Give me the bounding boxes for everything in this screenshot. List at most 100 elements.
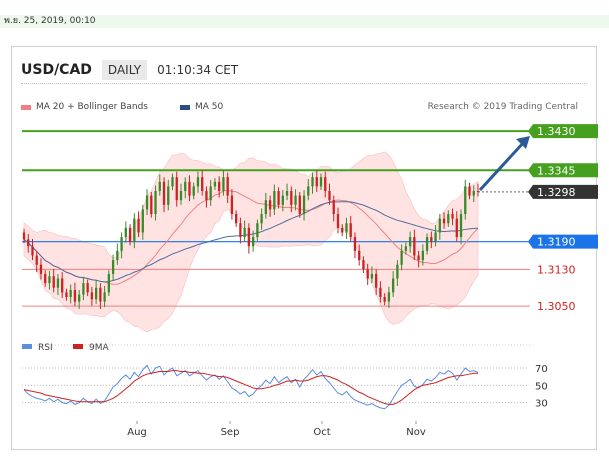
candle-body bbox=[239, 223, 242, 238]
candle-body bbox=[184, 181, 187, 192]
level-tag-bg bbox=[528, 124, 598, 139]
top-bar: พ.ย. 25, 2019, 00:10 bbox=[0, 0, 609, 28]
candle-body bbox=[192, 186, 195, 196]
candle-body bbox=[145, 195, 149, 210]
candle-body bbox=[226, 177, 229, 196]
candle-body bbox=[341, 227, 344, 233]
candle-body bbox=[434, 232, 437, 242]
candle-body bbox=[256, 223, 259, 238]
candle-body bbox=[383, 296, 386, 302]
candle-body bbox=[116, 250, 119, 261]
candle-body bbox=[315, 177, 318, 187]
candle-body bbox=[336, 214, 340, 228]
level-tag-1.3430: 1.3430 bbox=[528, 124, 598, 139]
candle-body bbox=[251, 237, 255, 247]
candle-body bbox=[69, 290, 72, 297]
candle-body bbox=[243, 227, 246, 238]
candle-body bbox=[73, 290, 77, 302]
candle-body bbox=[413, 237, 416, 256]
candle-body bbox=[90, 292, 94, 300]
candle-body bbox=[99, 287, 102, 302]
rsi-tick-70: 70 bbox=[535, 364, 548, 375]
candle-body bbox=[56, 278, 60, 288]
candle-body bbox=[162, 181, 166, 205]
candle-body bbox=[319, 177, 323, 187]
candle-body bbox=[290, 191, 293, 205]
candle-body bbox=[425, 237, 429, 251]
candle-body bbox=[273, 191, 276, 210]
candle-body bbox=[111, 260, 115, 274]
candle-body bbox=[451, 214, 454, 219]
chart-header: USD/CAD DAILY 01:10:34 CET bbox=[21, 57, 238, 83]
candle-body bbox=[141, 209, 144, 233]
candle-body bbox=[455, 218, 458, 238]
candle-body bbox=[366, 269, 369, 279]
candle-body bbox=[476, 191, 480, 193]
rsi-tick-30: 30 bbox=[535, 399, 548, 410]
ma50-legend-label: MA 50 bbox=[195, 102, 224, 112]
candle-body bbox=[205, 191, 208, 201]
candle-body bbox=[196, 177, 200, 187]
candle-body bbox=[400, 250, 403, 265]
candles bbox=[22, 169, 480, 309]
date-stamp: พ.ย. 25, 2019, 00:10 bbox=[4, 16, 96, 26]
candle-body bbox=[307, 186, 310, 196]
candle-body bbox=[31, 246, 34, 256]
candle-body bbox=[260, 214, 263, 224]
candle-body bbox=[158, 181, 161, 192]
candle-body bbox=[154, 191, 157, 215]
candle-body bbox=[324, 177, 327, 192]
candle-body bbox=[35, 255, 38, 265]
candle-body bbox=[234, 214, 238, 224]
forecast-arrow-head bbox=[516, 136, 530, 149]
candle-body bbox=[294, 195, 297, 205]
level-label: 1.3298 bbox=[537, 186, 576, 199]
candle-body bbox=[408, 237, 412, 247]
candle-body bbox=[311, 177, 314, 187]
level-label: 1.3345 bbox=[537, 164, 576, 177]
candle-body bbox=[61, 278, 64, 293]
candle-body bbox=[94, 287, 98, 300]
x-label-Nov: Nov bbox=[406, 427, 426, 438]
candle-body bbox=[188, 181, 191, 196]
candle-body bbox=[358, 250, 361, 261]
level-tag-1.3298: 1.3298 bbox=[528, 184, 598, 199]
candle-body bbox=[332, 200, 335, 215]
candle-body bbox=[128, 227, 132, 242]
candle-body bbox=[285, 191, 289, 196]
candle-body bbox=[391, 278, 395, 293]
legend-ma50: MA 50 bbox=[180, 102, 223, 112]
candle-body bbox=[175, 177, 178, 201]
level-tag-bg bbox=[528, 184, 598, 199]
candle-body bbox=[27, 239, 30, 247]
level-label: 1.3430 bbox=[537, 125, 576, 138]
ma9-legend-label: 9MA bbox=[89, 343, 109, 353]
rsi-line bbox=[23, 364, 479, 410]
candle-body bbox=[52, 276, 55, 288]
candle-body bbox=[179, 191, 183, 201]
candle-body bbox=[39, 264, 43, 274]
candle-body bbox=[417, 255, 420, 261]
x-label-Oct: Oct bbox=[313, 427, 330, 438]
candle-body bbox=[171, 177, 174, 187]
legend-ma20: MA 20 + Bollinger Bands bbox=[21, 102, 148, 112]
candle-body bbox=[78, 294, 81, 302]
rsi-swatch bbox=[22, 344, 32, 349]
timeframe-badge[interactable]: DAILY bbox=[101, 60, 148, 80]
candle-body bbox=[137, 218, 140, 233]
candle-body bbox=[468, 186, 471, 196]
candle-body bbox=[247, 227, 251, 247]
symbol-label: USD/CAD bbox=[21, 62, 92, 78]
research-credit: Research © 2019 Trading Central bbox=[427, 102, 578, 112]
candle-body bbox=[396, 264, 399, 279]
bollinger-band bbox=[23, 151, 479, 333]
candle-body bbox=[302, 195, 306, 215]
x-label-Aug: Aug bbox=[127, 427, 147, 438]
candle-body bbox=[86, 283, 89, 293]
clock-label: 01:10:34 CET bbox=[157, 63, 239, 77]
chart-panel: USD/CAD DAILY 01:10:34 CET MA 20 + Bolli… bbox=[11, 46, 597, 450]
candle-body bbox=[472, 191, 475, 196]
candle-body bbox=[298, 195, 301, 215]
candle-body bbox=[218, 181, 221, 192]
